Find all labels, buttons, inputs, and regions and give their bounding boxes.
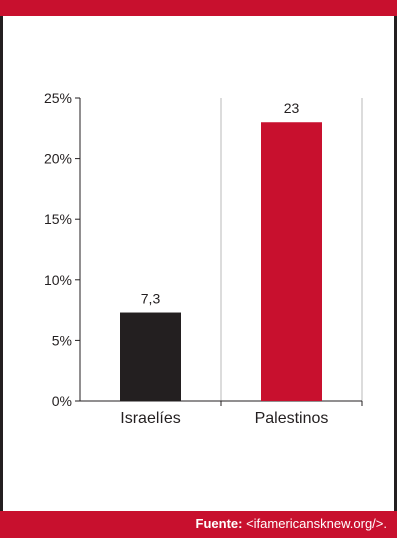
source-credit: Fuente: <ifamericansknew.org/>. — [196, 516, 387, 531]
source-label: Fuente: — [195, 516, 243, 531]
y-tick-label: 25% — [44, 90, 72, 106]
y-tick-label: 20% — [44, 151, 72, 167]
data-label: 7,3 — [141, 291, 161, 307]
y-tick-label: 10% — [44, 272, 72, 288]
y-tick-label: 15% — [44, 211, 72, 227]
footer-bar: Fuente: <ifamericansknew.org/>. — [0, 511, 397, 538]
y-tick-label: 0% — [52, 393, 72, 409]
y-tick-label: 5% — [52, 332, 72, 348]
data-label: 23 — [284, 100, 300, 116]
bar-2 — [261, 122, 322, 402]
category-label: Israelíes — [120, 410, 180, 427]
header-bar — [0, 0, 397, 16]
category-label: Palestinos — [255, 410, 329, 427]
bar-1 — [120, 312, 181, 401]
source-text: <ifamericansknew.org/>. — [242, 516, 387, 531]
